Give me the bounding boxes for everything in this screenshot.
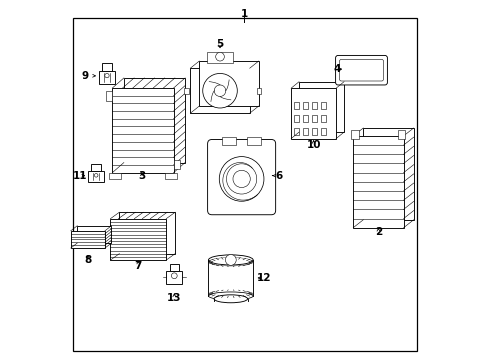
Bar: [256, 88, 261, 94]
Text: 8: 8: [84, 255, 91, 265]
Bar: [299, 82, 344, 132]
Text: 13: 13: [167, 293, 181, 303]
Bar: [99, 71, 115, 84]
Bar: [311, 127, 316, 135]
Bar: [311, 115, 316, 122]
Circle shape: [94, 174, 98, 177]
Bar: [112, 88, 173, 173]
Bar: [184, 88, 188, 94]
Bar: [123, 78, 185, 163]
Bar: [321, 115, 325, 122]
Bar: [88, 171, 104, 182]
Text: 7: 7: [134, 261, 142, 271]
Text: 2: 2: [374, 227, 381, 237]
FancyBboxPatch shape: [339, 59, 383, 81]
Bar: [110, 219, 166, 260]
Text: 1: 1: [241, 9, 247, 19]
Bar: [352, 136, 403, 228]
Bar: [351, 130, 358, 139]
Ellipse shape: [208, 292, 253, 300]
Bar: [321, 127, 325, 135]
Circle shape: [171, 273, 177, 279]
Bar: [290, 88, 335, 139]
Text: 5: 5: [216, 39, 223, 49]
Bar: [91, 164, 101, 171]
Bar: [164, 173, 177, 179]
Bar: [222, 137, 236, 145]
Text: 12: 12: [256, 273, 270, 283]
Circle shape: [214, 85, 225, 96]
Circle shape: [226, 164, 256, 194]
Text: 4: 4: [333, 64, 341, 74]
Bar: [77, 226, 111, 243]
Bar: [106, 91, 112, 100]
Bar: [321, 102, 325, 109]
Circle shape: [215, 52, 224, 61]
Bar: [303, 102, 307, 109]
Text: 10: 10: [306, 140, 320, 150]
Bar: [199, 61, 258, 106]
Bar: [293, 115, 298, 122]
Bar: [190, 68, 249, 113]
Bar: [169, 264, 179, 271]
Circle shape: [225, 255, 236, 265]
Text: 3: 3: [138, 171, 145, 181]
Bar: [363, 128, 413, 220]
Bar: [246, 137, 261, 145]
Circle shape: [104, 73, 109, 78]
Bar: [311, 102, 316, 109]
Bar: [207, 52, 232, 63]
Text: 6: 6: [272, 171, 282, 181]
Bar: [166, 271, 182, 284]
Circle shape: [219, 157, 264, 201]
Bar: [119, 212, 175, 253]
Circle shape: [232, 170, 250, 188]
Bar: [293, 102, 298, 109]
Text: 9: 9: [81, 71, 95, 81]
Bar: [293, 127, 298, 135]
Ellipse shape: [214, 295, 247, 303]
FancyBboxPatch shape: [335, 55, 386, 85]
Bar: [108, 173, 121, 179]
Ellipse shape: [208, 255, 253, 265]
Bar: [102, 63, 112, 71]
FancyBboxPatch shape: [207, 140, 275, 215]
Bar: [71, 231, 105, 248]
Bar: [303, 115, 307, 122]
Circle shape: [203, 73, 237, 108]
Bar: [173, 160, 180, 169]
Text: 11: 11: [72, 171, 87, 181]
Bar: [303, 127, 307, 135]
Bar: [397, 130, 405, 139]
